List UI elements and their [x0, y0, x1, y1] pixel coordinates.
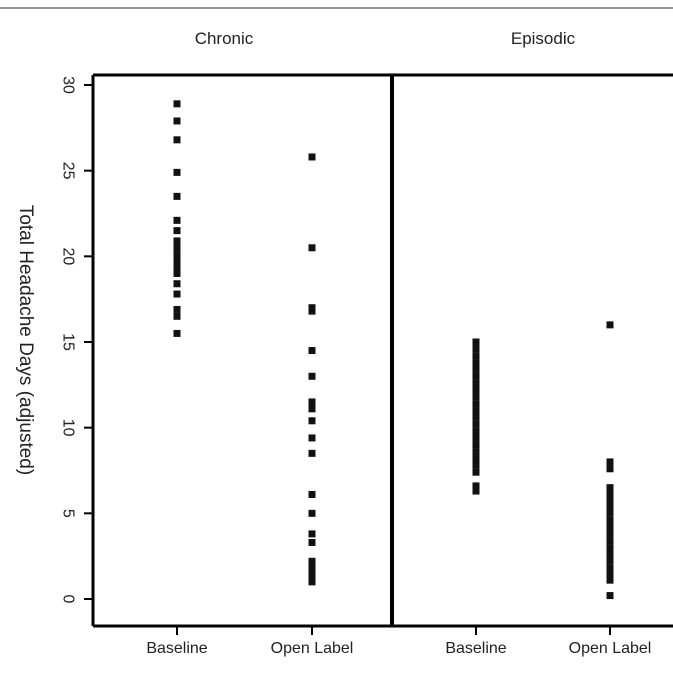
data-point-episodic-1-0: [606, 321, 614, 329]
data-point-chronic-1-11: [308, 490, 316, 498]
panel-title-chronic: Chronic: [195, 29, 254, 48]
data-point-chronic-0-8: [173, 244, 181, 252]
data-point-chronic-1-8: [308, 417, 316, 425]
data-point-episodic-1-6: [606, 499, 614, 507]
data-point-chronic-0-11: [173, 263, 181, 271]
y-tick-label-20: 20: [59, 247, 76, 265]
data-point-episodic-0-16: [472, 448, 480, 456]
data-point-episodic-1-1: [606, 458, 614, 466]
data-point-chronic-0-7: [173, 237, 181, 245]
data-point-episodic-0-12: [472, 420, 480, 428]
data-point-episodic-0-5: [472, 372, 480, 380]
data-point-chronic-0-13: [173, 280, 181, 288]
data-point-episodic-0-1: [472, 345, 480, 353]
data-point-episodic-1-11: [606, 530, 614, 538]
y-tick-label-10: 10: [59, 419, 76, 437]
data-point-episodic-1-16: [606, 564, 614, 572]
data-point-episodic-0-7: [472, 386, 480, 394]
data-point-episodic-0-6: [472, 379, 480, 387]
data-point-episodic-1-17: [606, 571, 614, 579]
panel-title-episodic: Episodic: [511, 29, 576, 48]
data-point-chronic-0-6: [173, 227, 181, 235]
data-point-chronic-0-2: [173, 136, 181, 144]
y-tick-label-15: 15: [59, 333, 76, 351]
data-point-episodic-0-2: [472, 352, 480, 360]
data-point-episodic-0-9: [472, 400, 480, 408]
data-point-chronic-1-16: [308, 562, 316, 570]
data-point-episodic-1-13: [606, 544, 614, 552]
data-point-episodic-0-3: [472, 359, 480, 367]
x-tick-label-episodic-baseline: Baseline: [445, 640, 506, 657]
x-tick-label-chronic-baseline: Baseline: [146, 640, 207, 657]
data-point-episodic-0-0: [472, 338, 480, 346]
data-point-chronic-1-12: [308, 509, 316, 517]
data-point-chronic-1-18: [308, 573, 316, 581]
data-point-chronic-1-5: [308, 372, 316, 380]
data-point-chronic-0-12: [173, 269, 181, 277]
data-point-episodic-0-4: [472, 365, 480, 373]
data-point-episodic-0-8: [472, 393, 480, 401]
data-point-episodic-0-10: [472, 407, 480, 415]
data-point-chronic-1-15: [308, 557, 316, 565]
data-point-chronic-1-19: [308, 578, 316, 586]
data-point-chronic-0-14: [173, 290, 181, 298]
y-tick-label-0: 0: [59, 595, 76, 604]
data-point-episodic-0-18: [472, 461, 480, 469]
data-point-chronic-1-13: [308, 530, 316, 538]
data-point-episodic-1-8: [606, 509, 614, 517]
data-point-episodic-1-5: [606, 494, 614, 502]
data-point-episodic-0-15: [472, 441, 480, 449]
data-point-chronic-1-10: [308, 449, 316, 457]
data-point-episodic-0-14: [472, 434, 480, 442]
data-point-chronic-0-15: [173, 305, 181, 313]
data-point-episodic-0-21: [472, 487, 480, 495]
y-tick-label-30: 30: [59, 76, 76, 94]
data-point-episodic-1-10: [606, 523, 614, 531]
y-tick-label-25: 25: [59, 162, 76, 180]
data-point-chronic-1-14: [308, 538, 316, 546]
data-point-episodic-0-17: [472, 455, 480, 463]
data-point-episodic-0-11: [472, 413, 480, 421]
data-point-chronic-0-3: [173, 168, 181, 176]
data-point-episodic-0-19: [472, 468, 480, 476]
data-point-chronic-0-0: [173, 100, 181, 108]
data-point-episodic-1-2: [606, 465, 614, 473]
data-point-episodic-1-3: [606, 484, 614, 492]
plot-area: 0 5 10 15 20 25 30 Chronic Baseline Open Label Epi…: [59, 29, 673, 657]
data-point-chronic-1-7: [308, 405, 316, 413]
x-tick-label-chronic-open-label: Open Label: [271, 640, 354, 657]
data-point-episodic-1-12: [606, 537, 614, 545]
data-point-chronic-0-4: [173, 192, 181, 200]
data-point-episodic-1-7: [606, 504, 614, 512]
y-tick-label-5: 5: [59, 509, 76, 518]
data-point-chronic-0-16: [173, 312, 181, 320]
data-point-chronic-1-17: [308, 568, 316, 576]
data-point-episodic-1-9: [606, 516, 614, 524]
data-point-episodic-1-19: [606, 592, 614, 600]
data-point-chronic-1-1: [308, 244, 316, 252]
data-point-chronic-1-3: [308, 307, 316, 315]
x-tick-label-episodic-open-label: Open Label: [569, 640, 652, 657]
data-point-episodic-1-14: [606, 550, 614, 558]
data-point-episodic-0-20: [472, 482, 480, 490]
data-point-chronic-1-6: [308, 398, 316, 406]
data-point-episodic-0-13: [472, 427, 480, 435]
data-point-chronic-0-1: [173, 117, 181, 125]
data-point-chronic-1-9: [308, 434, 316, 442]
y-axis-label: Total Headache Days (adjusted): [15, 205, 36, 475]
data-point-episodic-1-4: [606, 489, 614, 497]
data-point-chronic-1-0: [308, 153, 316, 161]
data-point-chronic-0-9: [173, 251, 181, 259]
data-point-chronic-0-17: [173, 329, 181, 337]
y-axis-label-group: Total Headache Days (adjusted): [15, 205, 36, 475]
data-point-episodic-1-15: [606, 557, 614, 565]
data-point-chronic-0-5: [173, 216, 181, 224]
data-point-episodic-1-18: [606, 576, 614, 584]
data-point-chronic-1-4: [308, 347, 316, 355]
data-point-chronic-0-10: [173, 257, 181, 265]
